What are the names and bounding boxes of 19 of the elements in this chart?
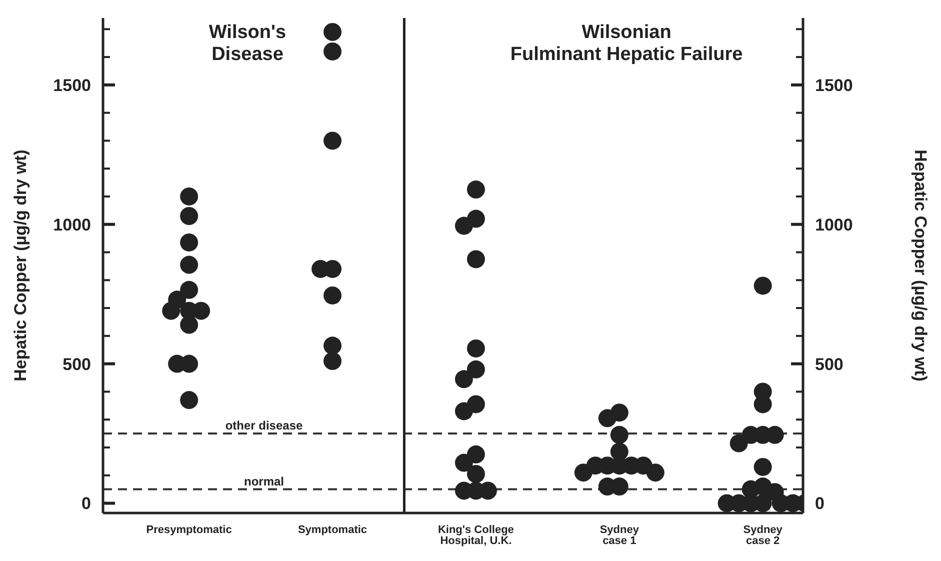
y-tick-label: 1000	[53, 215, 91, 234]
y2-tick-label: 500	[815, 354, 844, 374]
y-axis-title: Hepatic Copper (µg/g dry wt)	[11, 150, 30, 382]
annotation: Wilsonian Fulminant Hepatic Failure	[509, 22, 744, 66]
ref-line-label: other disease	[225, 418, 304, 433]
y-tick-label: 0	[82, 494, 91, 514]
y2-axis-title: Hepatic Copper (µg/g dry wt)	[910, 150, 930, 382]
x-tick-label: King's College Hospital, U.K.	[438, 524, 514, 547]
x-tick-label: Symptomatic	[298, 524, 368, 536]
ref-line-label: normal	[244, 474, 284, 488]
y-tick-label: 500	[62, 354, 91, 374]
x-tick-label: Presymptomatic	[146, 524, 232, 536]
annotation: Wilson's Disease	[208, 22, 288, 66]
y-tick-label: 1500	[53, 76, 91, 95]
y2-tick-label: 0	[815, 494, 824, 514]
y2-tick-label: 1500	[815, 76, 853, 95]
y2-tick-label: 1000	[815, 215, 853, 234]
x-tick-label: Sydney case 2	[743, 524, 784, 547]
x-tick-label: Sydney case 1	[600, 524, 640, 547]
